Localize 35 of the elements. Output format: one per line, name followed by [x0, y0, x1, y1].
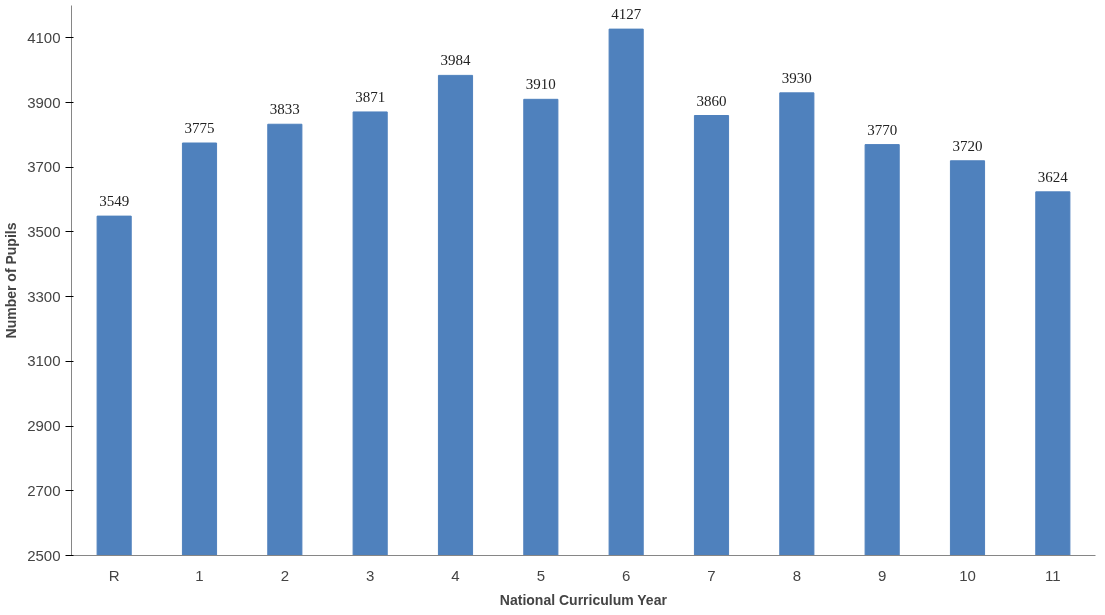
x-tick-label: 9: [878, 566, 887, 584]
data-label: 3549: [99, 193, 130, 210]
y-tick-label: 3900: [27, 93, 61, 111]
data-label: 3910: [525, 76, 556, 93]
x-tick-label: 4: [451, 566, 460, 584]
y-tick-label: 3700: [27, 158, 61, 176]
x-tick-label: 5: [536, 566, 546, 584]
data-label: 3720: [952, 137, 983, 154]
x-tick-label: 3: [366, 566, 375, 584]
y-tick-label: 3300: [27, 287, 61, 305]
y-axis-title: Number of Pupils: [3, 222, 20, 339]
x-tick-label: 10: [959, 566, 976, 584]
data-label: 3833: [269, 101, 300, 118]
data-label: 3871: [355, 88, 386, 105]
x-tick-label: 1: [195, 566, 204, 584]
x-tick-label: 8: [792, 566, 802, 584]
x-tick-label: 2: [280, 566, 290, 584]
x-axis-title: National Curriculum Year: [499, 591, 668, 608]
data-label: 3775: [184, 120, 215, 136]
x-tick-label: R: [108, 566, 120, 584]
data-label: 3930: [781, 69, 812, 86]
y-tick-label: 2700: [27, 481, 61, 499]
y-tick-label: 2900: [27, 417, 61, 435]
data-label: 3624: [1037, 168, 1069, 185]
y-tick-label: 3500: [27, 222, 61, 240]
data-label: 3770: [867, 121, 898, 138]
y-tick-label: 2500: [27, 546, 61, 564]
y-tick-label: 3100: [27, 352, 61, 370]
x-tick-label: 11: [1045, 566, 1061, 584]
data-label: 4127: [611, 6, 642, 23]
data-label: 3860: [696, 92, 727, 109]
x-tick-label: 7: [707, 566, 716, 584]
x-tick-label: 6: [622, 566, 631, 584]
data-label: 3984: [440, 52, 471, 69]
y-tick-label: 4100: [27, 28, 61, 46]
